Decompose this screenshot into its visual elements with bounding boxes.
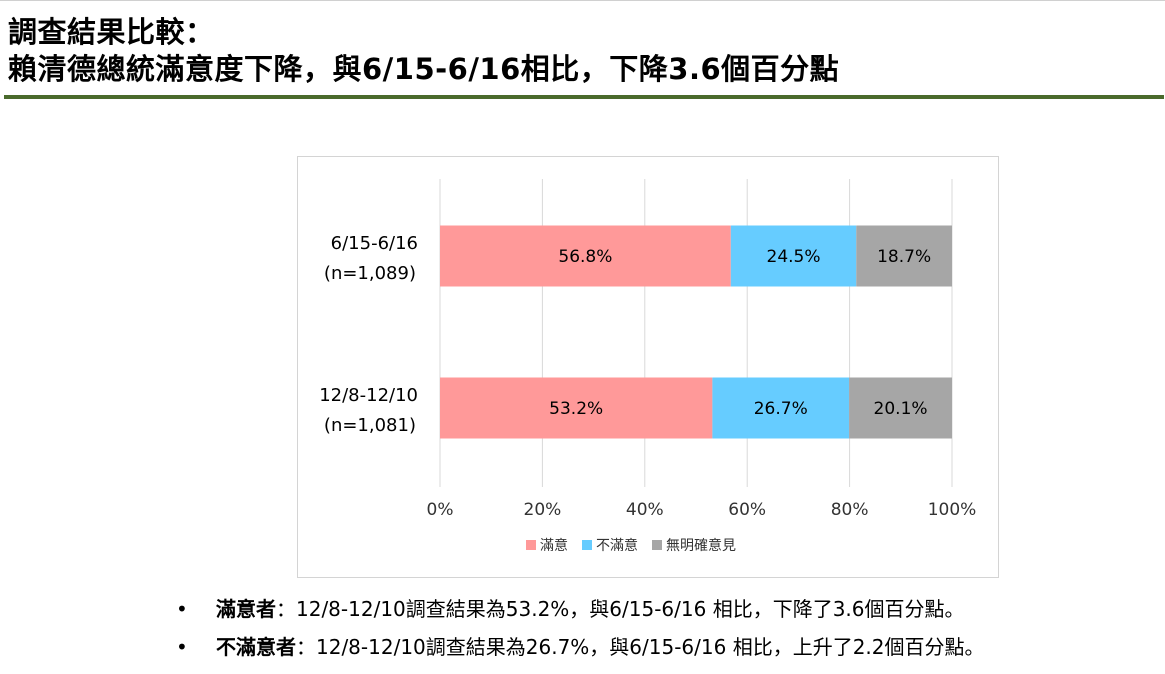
x-tick-label: 60% <box>728 500 766 520</box>
legend-swatch <box>652 540 662 550</box>
bullet-dot: • <box>176 597 188 621</box>
x-tick-label: 0% <box>427 500 454 520</box>
bullet-text: ：12/8-12/10調查結果為26.7%，與6/15-6/16 相比，上升了2… <box>296 635 985 659</box>
bar-segment <box>856 225 952 287</box>
data-label: 53.2% <box>549 399 603 419</box>
stacked-bar-chart: 0% 20% 40% 60% 80% 100% 56.8% 24.5% 18.7% 6/15-6/… <box>319 179 977 554</box>
title-underline <box>4 95 1164 99</box>
data-label: 24.5% <box>767 247 821 267</box>
bullet-label: 滿意者 <box>216 597 276 621</box>
bar-segment <box>849 377 952 439</box>
page-title: 調查結果比較： 賴清德總統滿意度下降，與6/15-6/16相比，下降3.6個百分… <box>8 14 1158 88</box>
data-label: 26.7% <box>754 399 808 419</box>
data-label: 20.1% <box>874 399 928 419</box>
top-border-line <box>0 0 1165 1</box>
x-tick-label: 20% <box>524 500 562 520</box>
category-label: 12/8-12/10 <box>319 385 418 406</box>
legend-swatch <box>582 540 592 550</box>
bullet-item-satisfied: • 滿意者：12/8-12/10調查結果為53.2%，與6/15-6/16 相比，… <box>176 590 985 628</box>
title-line-2: 賴清德總統滿意度下降，與6/15-6/16相比，下降3.6個百分點 <box>8 52 840 86</box>
x-tick-label: 100% <box>928 500 977 520</box>
summary-bullets: • 滿意者：12/8-12/10調查結果為53.2%，與6/15-6/16 相比，… <box>176 590 985 666</box>
category-sample-size: (n=1,081) <box>324 415 416 436</box>
bar-segment <box>730 225 857 287</box>
legend-label: 不滿意 <box>596 537 638 554</box>
category-sample-size: (n=1,089) <box>324 263 416 284</box>
chart-container: 0% 20% 40% 60% 80% 100% 56.8% 24.5% 18.7% 6/15-6/… <box>297 156 999 578</box>
bar-segment <box>440 225 731 287</box>
data-label: 18.7% <box>877 247 931 267</box>
bar-segment <box>440 377 713 439</box>
bar-segment <box>712 377 850 439</box>
bullet-label: 不滿意者 <box>216 635 296 659</box>
data-label: 56.8% <box>558 247 612 267</box>
legend-swatch <box>526 540 536 550</box>
bullet-item-dissatisfied: • 不滿意者：12/8-12/10調查結果為26.7%，與6/15-6/16 相比… <box>176 628 985 666</box>
legend-label: 滿意 <box>540 537 568 554</box>
category-label: 6/15-6/16 <box>331 233 418 254</box>
x-tick-label: 80% <box>831 500 869 520</box>
legend-label: 無明確意見 <box>666 537 736 554</box>
title-line-1: 調查結果比較： <box>8 15 215 49</box>
x-tick-label: 40% <box>626 500 664 520</box>
bullet-text: ：12/8-12/10調查結果為53.2%，與6/15-6/16 相比，下降了3… <box>276 597 965 621</box>
bullet-dot: • <box>176 635 188 659</box>
